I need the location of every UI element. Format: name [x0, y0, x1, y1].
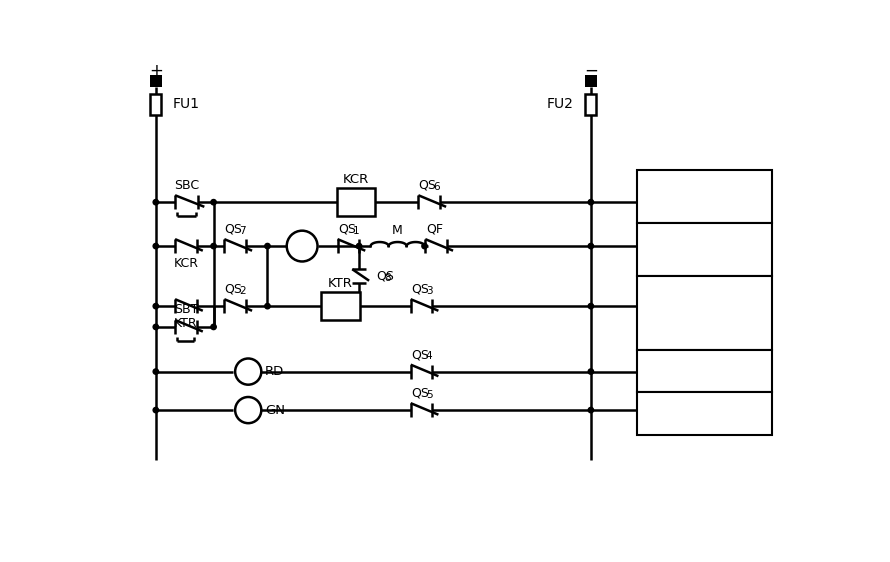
- Text: QS: QS: [376, 270, 394, 283]
- Circle shape: [153, 407, 158, 413]
- Text: SBC: SBC: [174, 179, 199, 192]
- Bar: [637, 350, 772, 392]
- Circle shape: [153, 200, 158, 205]
- Text: FU2: FU2: [547, 97, 574, 111]
- Text: QS: QS: [411, 348, 429, 361]
- Circle shape: [287, 230, 318, 261]
- Circle shape: [235, 397, 262, 423]
- Circle shape: [153, 243, 158, 249]
- Text: QF: QF: [426, 223, 443, 235]
- Circle shape: [265, 243, 271, 249]
- Text: 合闸指示灯: 合闸指示灯: [682, 364, 727, 379]
- Text: 1: 1: [352, 226, 360, 235]
- Text: 8: 8: [384, 273, 391, 283]
- Text: 5: 5: [425, 389, 433, 400]
- Bar: [336, 188, 376, 216]
- Bar: [586, 94, 596, 115]
- Text: +: +: [149, 61, 163, 79]
- Bar: [637, 170, 772, 223]
- Text: KCR: KCR: [174, 256, 198, 270]
- Text: 合闸回路: 合闸回路: [686, 189, 723, 204]
- Text: 7: 7: [239, 226, 247, 235]
- Text: 跳闸指示灯: 跳闸指示灯: [682, 406, 727, 421]
- Text: KTR: KTR: [328, 277, 353, 289]
- Text: 4: 4: [425, 351, 433, 361]
- Text: KTR: KTR: [174, 316, 198, 329]
- Text: 2: 2: [239, 285, 247, 296]
- Circle shape: [588, 369, 594, 374]
- Text: 3: 3: [425, 285, 433, 296]
- Bar: [321, 292, 360, 320]
- Text: −: −: [584, 61, 598, 79]
- Circle shape: [211, 324, 216, 330]
- Text: QS: QS: [418, 179, 437, 192]
- Bar: [150, 94, 161, 115]
- Circle shape: [356, 243, 362, 249]
- Bar: [637, 276, 772, 350]
- Text: M: M: [296, 239, 308, 253]
- Circle shape: [588, 407, 594, 413]
- Text: SBT: SBT: [174, 303, 198, 316]
- Text: KCR: KCR: [343, 173, 369, 185]
- Text: 电动机回路: 电动机回路: [682, 242, 727, 257]
- Text: QS: QS: [338, 223, 356, 235]
- Text: QS: QS: [224, 283, 243, 296]
- Bar: [585, 75, 597, 88]
- Circle shape: [588, 243, 594, 249]
- Circle shape: [588, 200, 594, 205]
- Circle shape: [153, 369, 158, 374]
- Bar: [637, 223, 772, 276]
- Circle shape: [153, 303, 158, 309]
- Circle shape: [211, 200, 216, 205]
- Circle shape: [235, 359, 262, 384]
- Text: M: M: [392, 224, 403, 237]
- Circle shape: [265, 303, 271, 309]
- Text: FU1: FU1: [173, 97, 199, 111]
- Text: 6: 6: [433, 182, 441, 192]
- Text: QS: QS: [411, 387, 429, 400]
- Text: QS: QS: [224, 223, 243, 235]
- Circle shape: [588, 303, 594, 309]
- Text: 跳闸回路: 跳闸回路: [686, 305, 723, 320]
- Text: RD: RD: [265, 365, 285, 378]
- Bar: [150, 75, 162, 88]
- Text: GN: GN: [265, 404, 285, 416]
- Text: QS: QS: [411, 283, 429, 296]
- Circle shape: [422, 243, 427, 249]
- Bar: [637, 392, 772, 435]
- Circle shape: [153, 324, 158, 330]
- Circle shape: [211, 243, 216, 249]
